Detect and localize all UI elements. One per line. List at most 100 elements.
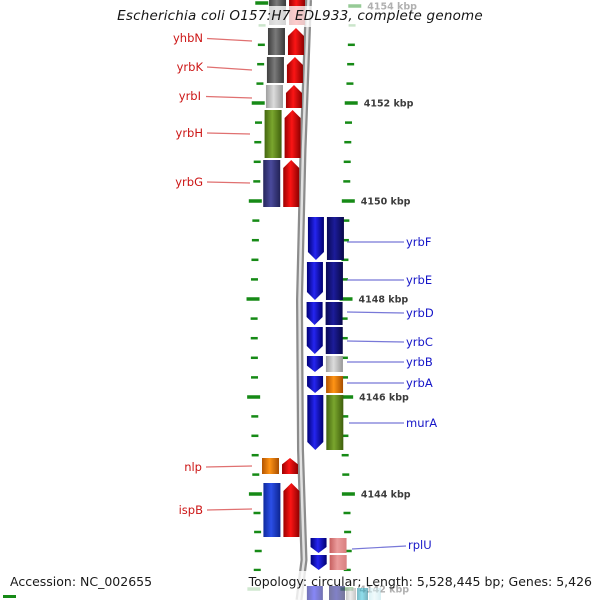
gene-category-box-unlabeled[interactable]: [357, 588, 368, 600]
gene-arrow-yrbE[interactable]: [306, 262, 323, 300]
scale-tick: [253, 568, 261, 572]
scale-tick: [251, 101, 265, 105]
scale-label: 4142 kbp: [359, 584, 409, 595]
scale-tick: [254, 549, 262, 553]
scale-tick: [251, 415, 259, 418]
scale-tick: [254, 530, 262, 534]
gene-arrow-murA[interactable]: [307, 395, 324, 450]
scale-tick: [339, 297, 353, 301]
scale-tick: [250, 336, 258, 340]
scale-tick: [250, 317, 258, 320]
leader-line-nlp: [205, 465, 253, 468]
scale-tick: [342, 219, 350, 222]
gene-category-box-yrbC[interactable]: [325, 327, 343, 354]
gene-category-box-rplU[interactable]: [329, 538, 347, 553]
gene-category-box-unlabeled[interactable]: [369, 588, 381, 600]
gene-category-box-unlabeled[interactable]: [329, 586, 345, 600]
gene-label-yrbI[interactable]: yrbI: [179, 89, 201, 103]
gene-arrow-yrbK[interactable]: [286, 57, 303, 83]
scale-tick: [341, 434, 349, 438]
gene-arrow-unlabeled[interactable]: [310, 555, 327, 570]
leader-line-yhbN: [206, 37, 253, 42]
leader-line-ispB: [206, 508, 253, 511]
scale-tick: [251, 238, 259, 242]
scale-tick: [248, 199, 262, 203]
scale-tick: [257, 43, 265, 47]
leader-line-yrbK: [206, 66, 253, 71]
scale-tick: [256, 82, 264, 85]
scale-label: 4144 kbp: [361, 489, 411, 500]
gene-arrow-rplU[interactable]: [310, 538, 327, 553]
scale-tick: [347, 43, 355, 47]
gene-label-yhbN[interactable]: yhbN: [173, 31, 203, 45]
gene-arrow-yrbH[interactable]: [284, 110, 301, 158]
scale-tick: [342, 473, 350, 476]
scale-tick: [251, 434, 259, 438]
leader-line-rplU: [351, 545, 407, 550]
gene-category-box-yrbF[interactable]: [326, 217, 344, 260]
gene-label-yrbC[interactable]: yrbC: [406, 335, 433, 349]
scale-tick: [348, 4, 362, 8]
scale-tick: [343, 568, 351, 572]
scale-label: 4146 kbp: [359, 392, 409, 403]
statusbar-backdrop: [0, 571, 600, 600]
scale-tick: [345, 121, 353, 124]
gene-arrow-yrbA[interactable]: [307, 376, 324, 393]
gene-arrow-yrbG[interactable]: [283, 160, 300, 207]
gene-category-box-yrbB[interactable]: [325, 356, 343, 372]
gene-label-yrbB[interactable]: yrbB: [406, 355, 433, 369]
gene-arrow-yrbC[interactable]: [306, 327, 323, 354]
scale-tick: [250, 356, 258, 360]
scale-tick: [250, 278, 258, 281]
gene-label-yrbG[interactable]: yrbG: [175, 175, 203, 189]
gene-category-box-yrbG[interactable]: [263, 160, 281, 207]
scale-tick: [252, 219, 260, 222]
gene-arrow-yrbB[interactable]: [306, 356, 323, 372]
scale-tick: [344, 101, 358, 105]
gene-label-yrbH[interactable]: yrbH: [176, 126, 203, 140]
gene-arrow-yrbI[interactable]: [285, 85, 302, 108]
scale-tick: [340, 395, 354, 399]
gene-label-ispB[interactable]: ispB: [179, 503, 203, 517]
gene-category-box-yrbA[interactable]: [326, 376, 344, 393]
gene-arrow-yrbD[interactable]: [306, 302, 323, 325]
gene-arrow-ispB[interactable]: [283, 483, 300, 537]
scale-tick: [341, 376, 349, 379]
gene-arrow-yrbF[interactable]: [307, 217, 324, 260]
gene-arrow-unlabeled[interactable]: [306, 586, 323, 600]
gene-arrow-nlp[interactable]: [282, 458, 299, 474]
gene-category-box-nlp[interactable]: [262, 458, 280, 474]
gene-category-box-yrbD[interactable]: [325, 302, 343, 325]
gene-category-box-murA[interactable]: [326, 395, 344, 450]
scale-tick: [3, 595, 16, 598]
gene-category-box-ispB[interactable]: [263, 483, 281, 537]
gene-category-box-yhbN[interactable]: [267, 28, 285, 55]
scale-tick: [341, 258, 349, 262]
scale-tick: [341, 453, 349, 457]
gene-label-rplU[interactable]: rplU: [408, 538, 432, 552]
gene-category-box-yrbE[interactable]: [325, 262, 343, 300]
gene-label-nlp[interactable]: nlp: [184, 460, 202, 474]
scale-tick: [347, 62, 355, 66]
scale-tick: [343, 511, 351, 515]
title-backdrop: [98, 6, 506, 27]
scale-tick: [341, 415, 349, 418]
gene-category-box-unlabeled[interactable]: [346, 588, 356, 600]
gene-label-yrbA[interactable]: yrbA: [406, 376, 433, 390]
scale-tick: [341, 492, 355, 496]
scale-tick: [340, 336, 348, 340]
scale-tick: [343, 160, 351, 164]
gene-label-murA[interactable]: murA: [406, 416, 437, 430]
gene-label-yrbK[interactable]: yrbK: [177, 60, 204, 74]
gene-category-box-unlabeled[interactable]: [329, 555, 347, 570]
gene-label-yrbF[interactable]: yrbF: [406, 235, 431, 249]
gene-label-yrbD[interactable]: yrbD: [406, 306, 434, 320]
gene-label-yrbE[interactable]: yrbE: [406, 273, 432, 287]
scale-tick: [340, 317, 348, 320]
gene-category-box-yrbI[interactable]: [265, 85, 283, 108]
gene-category-box-yrbH[interactable]: [264, 110, 282, 158]
gene-category-box-yrbK[interactable]: [266, 57, 284, 83]
scale-tick: [253, 160, 261, 164]
gene-arrow-yhbN[interactable]: [287, 28, 304, 55]
scale-tick: [246, 297, 260, 301]
